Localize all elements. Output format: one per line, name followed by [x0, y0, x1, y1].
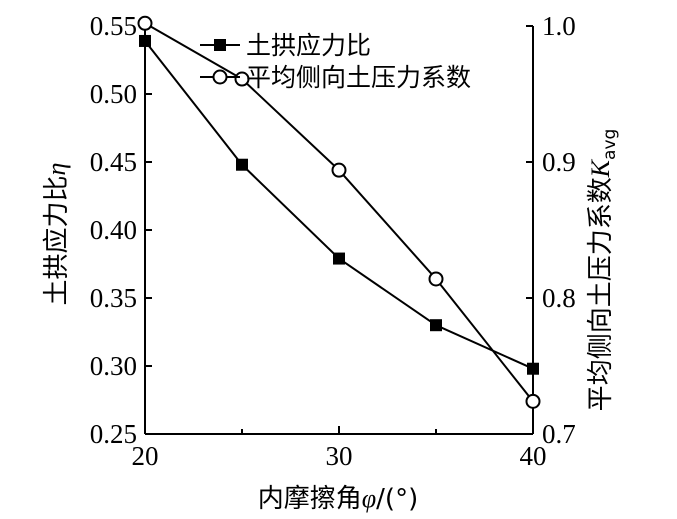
data-point-square	[333, 252, 345, 265]
x-tick-label: 40	[520, 441, 547, 471]
legend: 土拱应力比 平均侧向土压力系数	[200, 31, 471, 92]
y-tick-label-left: 0.40	[90, 215, 137, 245]
y-tick-label-left: 0.35	[90, 283, 137, 313]
y-tick-label-left: 0.50	[90, 79, 137, 109]
y-tick-label-right: 1.0	[542, 11, 576, 41]
y-tick-label-left: 0.30	[90, 351, 137, 381]
data-point-square	[236, 158, 248, 171]
y-tick-label-left: 0.25	[90, 419, 137, 449]
legend-label-stress-ratio: 土拱应力比	[246, 31, 371, 60]
tick-labels: 0.25 0.30 0.35 0.40 0.45 0.50 0.55 0.7 0.8 0.9 1.0…	[90, 11, 576, 471]
x-tick-label: 20	[132, 441, 159, 471]
y-tick-label-left: 0.55	[90, 11, 137, 41]
series-layer	[137, 15, 541, 409]
data-point-circle	[137, 15, 153, 31]
y-tick-label-right: 0.9	[542, 147, 576, 177]
data-point-square	[430, 319, 442, 332]
legend-marker-filled-square	[214, 39, 226, 51]
x-axis-label: 内摩擦角φ/(°)	[258, 484, 418, 514]
data-point-circle	[234, 71, 250, 87]
legend-marker-open-circle	[212, 69, 228, 85]
y-axis-label-right: 平均侧向土压力系数Kavg	[586, 129, 620, 412]
legend-label-pressure-coefficient: 平均侧向土压力系数	[246, 63, 471, 92]
data-point-circle	[525, 393, 541, 409]
x-tick-label: 30	[326, 441, 353, 471]
data-point-circle	[331, 162, 347, 178]
data-point-circle	[428, 271, 444, 287]
y-tick-label-left: 0.45	[90, 147, 137, 177]
data-point-square	[527, 362, 539, 375]
y-tick-label-right: 0.7	[542, 419, 576, 449]
y-tick-label-right: 0.8	[542, 283, 576, 313]
data-point-square	[139, 34, 151, 47]
y-axis-label-left: 土拱应力比η	[42, 163, 72, 306]
